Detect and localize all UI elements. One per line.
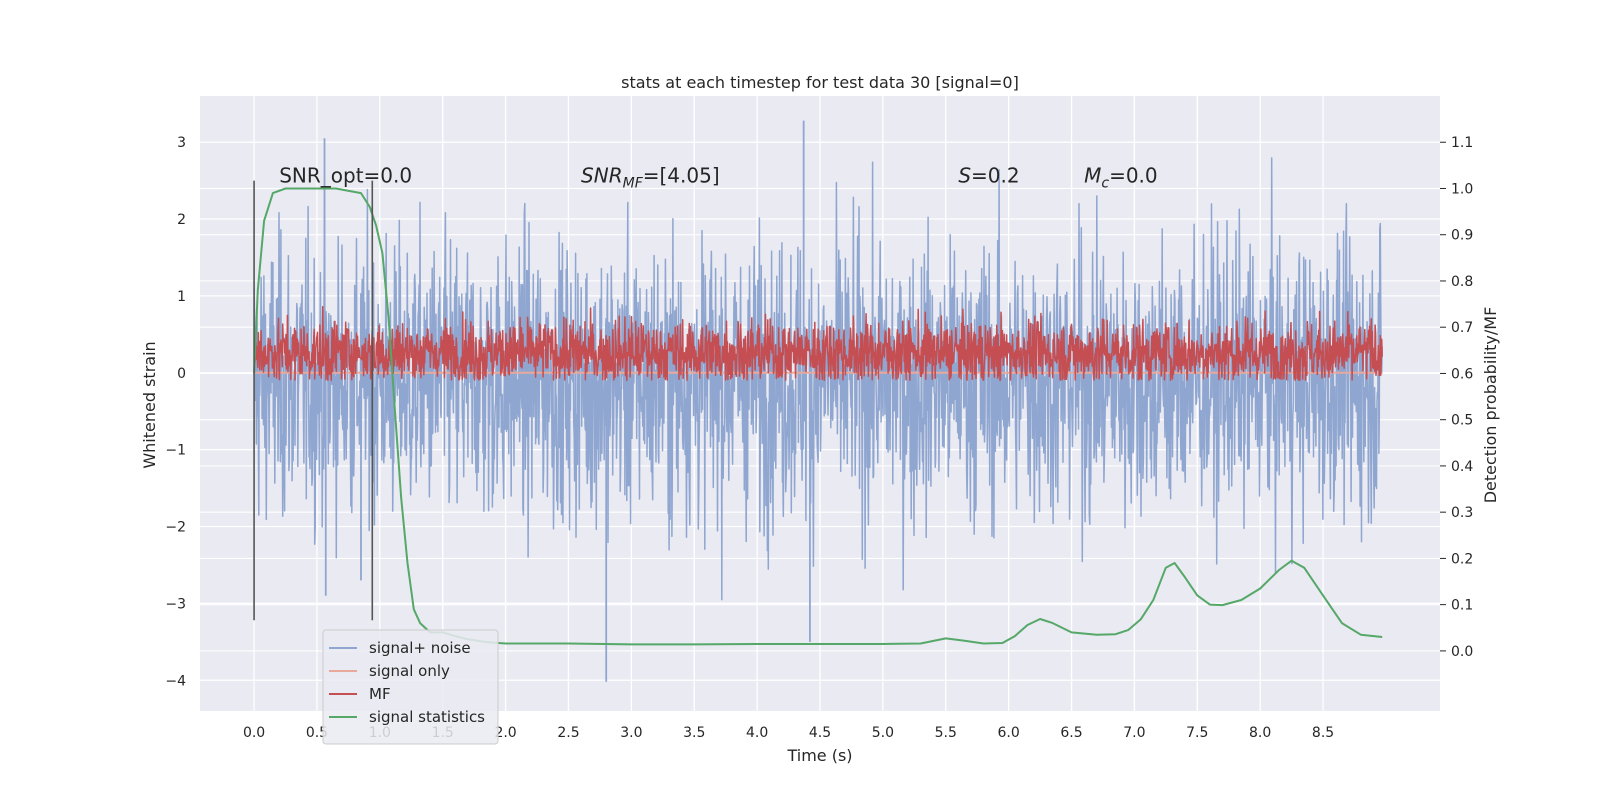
x-tick-label: 5.5	[935, 725, 957, 741]
x-tick-label: 6.0	[998, 725, 1020, 741]
y-tick-label: −4	[165, 673, 186, 689]
series-signal-statistics	[253, 187, 1383, 646]
y-tick-label: 0	[177, 366, 186, 382]
chart-title: stats at each timestep for test data 30 …	[621, 73, 1019, 92]
legend-label: signal statistics	[369, 708, 485, 726]
legend-label: MF	[369, 685, 391, 703]
x-tick-label: 2.0	[494, 725, 516, 741]
legend-label: signal only	[369, 662, 450, 680]
annotations: SNR_opt=0.0 SNRMF=[4.05] S=0.2 Mc=0.0	[279, 164, 1157, 192]
annotation-text: S=0.2	[958, 164, 1019, 188]
y2-tick-label: 0.7	[1451, 320, 1473, 336]
x-axis-label: Time (s)	[786, 746, 852, 765]
legend-box	[322, 629, 499, 745]
annotation-text: Mc=0.0	[1084, 164, 1158, 192]
y2-tick-label: 0.1	[1451, 598, 1473, 614]
y-axis-label: Whitened strain	[140, 341, 159, 468]
x-tick-label: 8.0	[1249, 725, 1271, 741]
y2-tick-label: 0.0	[1451, 644, 1473, 660]
x-tick-label: 5.0	[872, 725, 894, 741]
x-tick-label: 4.0	[746, 725, 768, 741]
y-tick-label: −3	[165, 596, 186, 612]
y2-tick-label: 0.9	[1451, 228, 1473, 244]
series-mf	[253, 305, 1383, 382]
y-tick-label: 1	[177, 289, 186, 305]
y2-tick-label: 0.6	[1451, 366, 1473, 382]
y-tick-label: −1	[165, 443, 186, 459]
legend: signal+ noise signal only MF signal statist…	[322, 629, 499, 745]
plot-area	[253, 120, 1383, 682]
y2-tick-label: 0.3	[1451, 505, 1473, 521]
annotation-text: SNR_opt=0.0	[279, 164, 412, 188]
y2-tick-label: 0.5	[1451, 413, 1473, 429]
y2-tick-label: 0.8	[1451, 274, 1473, 290]
y2-tick-label: 0.4	[1451, 459, 1473, 475]
x-tick-label: 7.0	[1123, 725, 1145, 741]
axes: 0.00.51.01.52.02.53.03.54.04.55.05.56.06…	[165, 135, 1473, 741]
x-tick-label: 0.0	[243, 725, 265, 741]
x-tick-label: 8.5	[1312, 725, 1334, 741]
legend-label: signal+ noise	[369, 639, 471, 657]
x-tick-label: 6.5	[1060, 725, 1082, 741]
x-tick-label: 4.5	[809, 725, 831, 741]
y-tick-label: 3	[177, 135, 186, 151]
x-tick-label: 2.5	[557, 725, 579, 741]
x-tick-label: 3.5	[683, 725, 705, 741]
x-tick-label: 3.0	[620, 725, 642, 741]
y2-tick-label: 1.1	[1451, 135, 1473, 151]
y2-tick-label: 0.2	[1451, 551, 1473, 567]
y2-tick-label: 1.0	[1451, 181, 1473, 197]
annotation-text: SNRMF=[4.05]	[581, 164, 720, 192]
y-tick-label: 2	[177, 212, 186, 228]
y-tick-label: −2	[165, 520, 186, 536]
x-tick-label: 7.5	[1186, 725, 1208, 741]
y2-axis-label: Detection probability/MF	[1481, 307, 1500, 504]
